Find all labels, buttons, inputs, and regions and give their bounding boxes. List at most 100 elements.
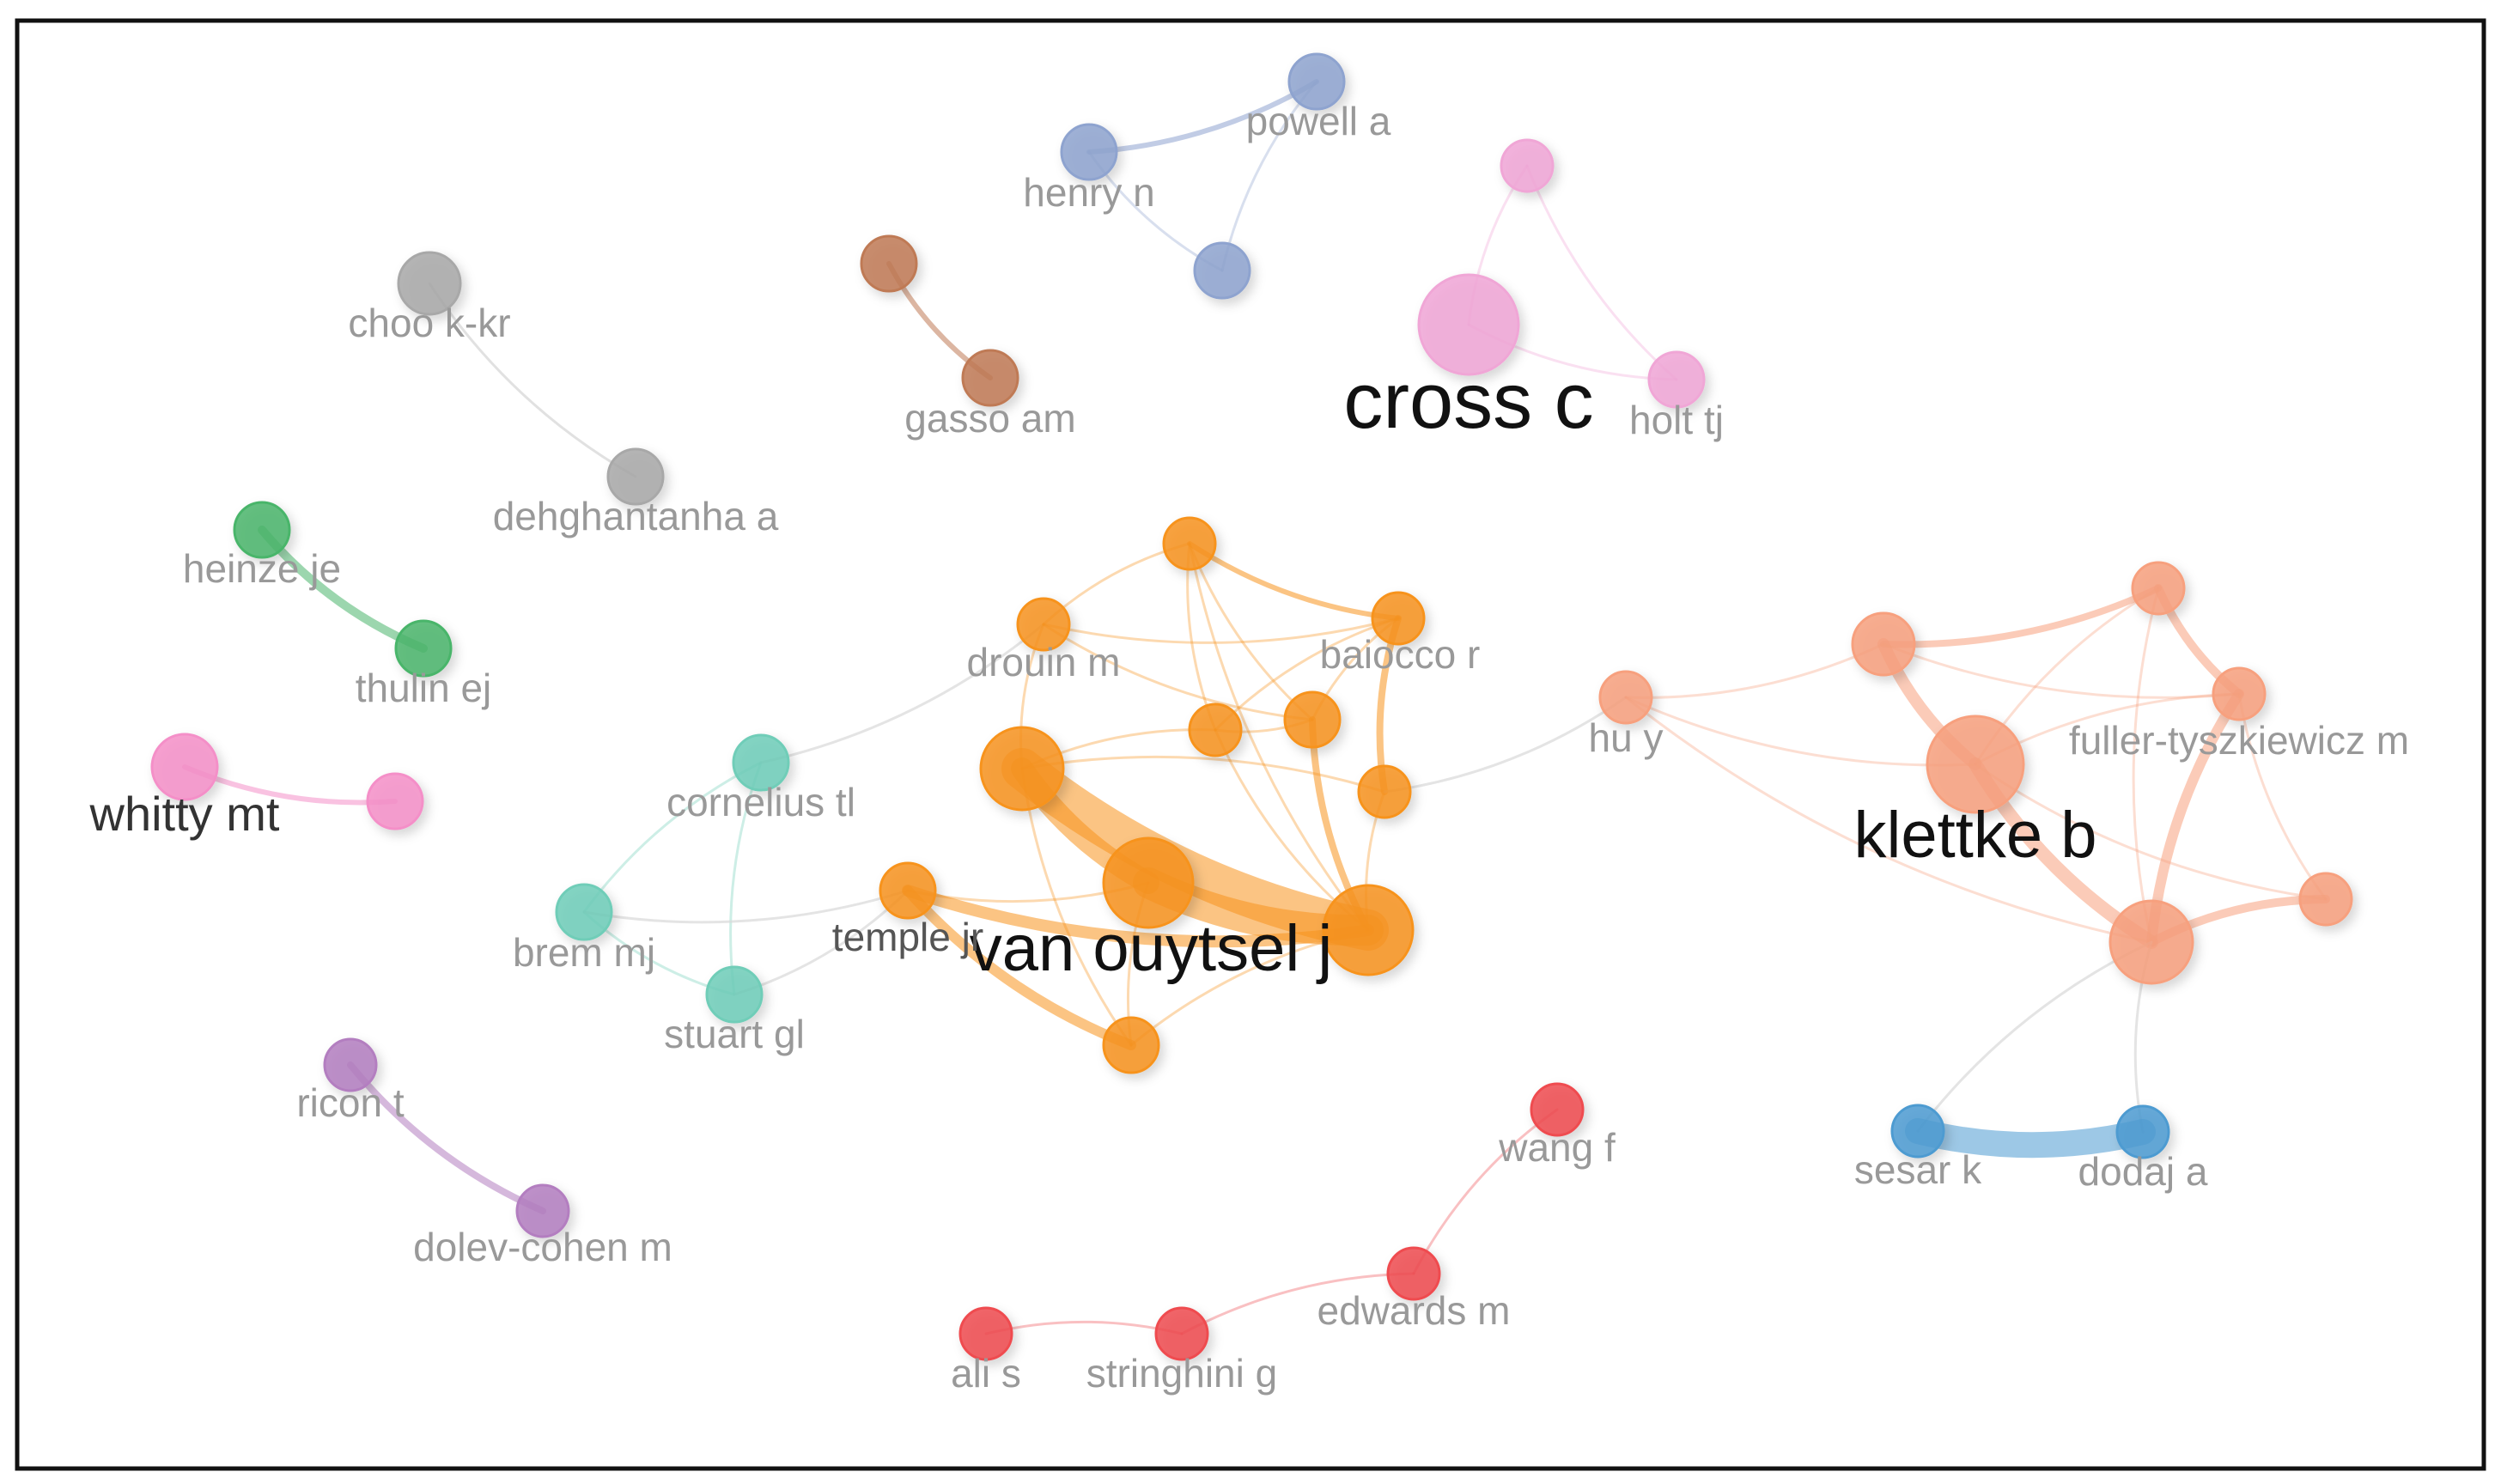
- edge-brem-temple: [582, 889, 910, 924]
- node-s_left[interactable]: [1851, 611, 1916, 677]
- node-wang[interactable]: [1530, 1082, 1585, 1137]
- node-whitty2[interactable]: [366, 772, 424, 830]
- node-label-gasso: gasso am: [904, 396, 1075, 441]
- node-label-stringhini: stringhini g: [1086, 1351, 1277, 1396]
- node-label-huy: hu y: [1589, 715, 1664, 760]
- node-o_mid1[interactable]: [1188, 702, 1243, 757]
- node-gasso[interactable]: [961, 349, 1019, 407]
- node-label-drouin: drouin m: [967, 640, 1121, 684]
- node-edwards[interactable]: [1386, 1246, 1441, 1301]
- node-o_mid2[interactable]: [1283, 690, 1342, 749]
- node-vanouytsel[interactable]: [1102, 836, 1195, 929]
- node-gasso1[interactable]: [860, 234, 918, 293]
- node-cross[interactable]: [1417, 273, 1520, 376]
- node-label-sesar: sesar k: [1854, 1147, 1982, 1192]
- node-label-cornelius: cornelius tl: [666, 780, 855, 824]
- node-label-dolev: dolev-cohen m: [413, 1225, 672, 1269]
- node-whitty[interactable]: [150, 733, 219, 801]
- edge-s_left-fuller: [1882, 642, 2241, 699]
- edge-choo-dehgh: [428, 282, 637, 478]
- node-temple[interactable]: [879, 861, 937, 920]
- node-s_right[interactable]: [2298, 872, 2353, 927]
- node-dodaj[interactable]: [2115, 1104, 2170, 1159]
- edge-edwards-stringhini: [1180, 1272, 1415, 1335]
- node-label-fuller: fuller-tyszkiewicz m: [2069, 718, 2409, 763]
- node-ricon[interactable]: [323, 1037, 378, 1092]
- node-label-powell: powell a: [1246, 99, 1391, 143]
- node-label-klettke: klettke b: [1853, 799, 2096, 872]
- node-powell[interactable]: [1287, 52, 1346, 111]
- node-stuart[interactable]: [705, 965, 764, 1024]
- node-sesar[interactable]: [1890, 1104, 1945, 1159]
- node-heinze[interactable]: [233, 501, 291, 559]
- node-baiocco[interactable]: [1371, 591, 1426, 646]
- node-stringhini[interactable]: [1154, 1306, 1209, 1361]
- edge-drouin-o_mid2: [1042, 623, 1314, 721]
- node-label-cross: cross c: [1343, 357, 1593, 445]
- labels-layer: choo k-kr dehghantanha a gasso am henry n po…: [89, 99, 2410, 1396]
- node-s_top[interactable]: [2131, 561, 2186, 616]
- node-label-vanouytsel: van ouytsel j: [970, 912, 1332, 985]
- node-klettke[interactable]: [1926, 715, 2025, 814]
- node-label-heinze: heinze je: [183, 546, 341, 591]
- edge-cornelius-drouin: [759, 623, 1045, 764]
- node-huy[interactable]: [1598, 670, 1653, 725]
- node-label-ricon: ricon t: [296, 1080, 404, 1125]
- node-choo[interactable]: [397, 251, 462, 316]
- node-henry[interactable]: [1060, 123, 1118, 181]
- node-thulin[interactable]: [394, 619, 453, 678]
- edge-henry-powell: [1086, 79, 1319, 155]
- node-label-wang: wang f: [1498, 1125, 1616, 1170]
- node-cornelius[interactable]: [732, 733, 790, 792]
- edge-s_top-s_big: [2132, 587, 2160, 944]
- node-label-dodaj: dodaj a: [2078, 1149, 2208, 1194]
- edge-drouin-baiocco: [1042, 617, 1400, 644]
- edge-huy-s_big: [1624, 696, 2153, 944]
- node-blue3[interactable]: [1193, 241, 1251, 300]
- node-label-baiocco: baiocco r: [1320, 632, 1481, 677]
- nodes-layer: [150, 52, 2353, 1361]
- node-label-dehgh: dehghantanha a: [493, 494, 779, 538]
- edge-cornelius-brem: [582, 761, 763, 914]
- node-label-holt: holt tj: [1629, 398, 1724, 442]
- edge-temple-o_bottom: [903, 885, 1136, 1050]
- edge-cornelius-stuart: [729, 761, 763, 996]
- node-o_bottom[interactable]: [1102, 1016, 1160, 1074]
- node-fuller[interactable]: [2212, 666, 2267, 721]
- edge-o_right-o_big1: [1020, 755, 1386, 794]
- node-s_big[interactable]: [2109, 899, 2194, 985]
- edge-o_top-baiocco: [1187, 541, 1401, 621]
- edge-pinktop-holt: [1525, 164, 1678, 381]
- node-holt[interactable]: [1647, 350, 1706, 409]
- edge-huy-s_left: [1624, 642, 1885, 699]
- edge-klettke-s_right: [1974, 763, 2328, 901]
- node-label-brem: brem mj: [513, 930, 655, 975]
- edge-fuller-s_right: [2237, 692, 2328, 901]
- node-label-edwards: edwards m: [1317, 1288, 1511, 1333]
- edge-o_right-huy: [1383, 696, 1628, 794]
- node-o_big1[interactable]: [979, 726, 1065, 812]
- edge-wang-edwards: [1412, 1108, 1559, 1275]
- node-brem[interactable]: [555, 883, 613, 941]
- node-pinktop[interactable]: [1500, 138, 1555, 193]
- node-label-thulin: thulin ej: [356, 666, 492, 710]
- node-o_top[interactable]: [1162, 516, 1217, 571]
- edge-ricon-dolev: [347, 1061, 546, 1214]
- edge-o_top-o_big2: [1188, 542, 1370, 932]
- node-label-stuart: stuart gl: [664, 1012, 805, 1056]
- node-label-henry: henry n: [1023, 170, 1154, 215]
- node-label-whitty: whitty mt: [89, 787, 280, 841]
- node-o_right[interactable]: [1357, 764, 1412, 819]
- edge-baiocco-o_mid1: [1214, 617, 1400, 732]
- node-drouin[interactable]: [1016, 597, 1071, 652]
- node-dolev[interactable]: [515, 1183, 570, 1238]
- edge-sesar-dodaj: [1905, 1118, 2156, 1159]
- node-o_big2[interactable]: [1322, 884, 1415, 976]
- node-label-alis: ali s: [951, 1351, 1021, 1396]
- edge-s_left-s_top: [1880, 585, 2162, 648]
- edge-temple-o_big2: [902, 885, 1374, 948]
- node-alis[interactable]: [958, 1306, 1013, 1361]
- node-dehgh[interactable]: [606, 447, 665, 506]
